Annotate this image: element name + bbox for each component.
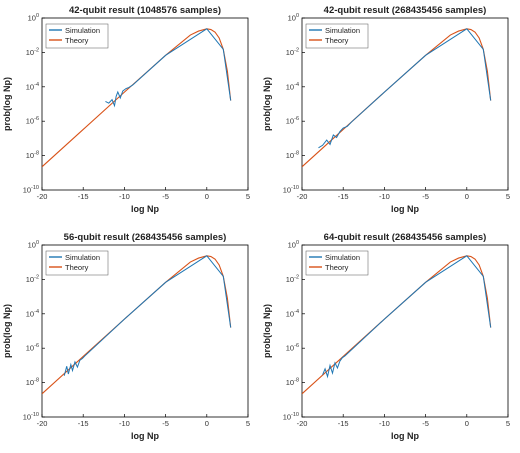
- x-tick-label: -20: [297, 419, 308, 428]
- y-tick-label: 100: [28, 13, 39, 23]
- x-tick-label: -10: [119, 419, 130, 428]
- legend-label: Theory: [325, 36, 349, 45]
- chart-title: 42-qubit result (1048576 samples): [69, 5, 221, 16]
- y-axis-label: prob(log Np): [2, 77, 12, 131]
- y-tick-label: 10-8: [286, 378, 299, 388]
- y-tick-label: 100: [288, 13, 299, 23]
- y-tick-label: 10-4: [286, 82, 299, 92]
- chart-title: 42-qubit result (268435456 samples): [324, 5, 487, 16]
- chart-title: 56-qubit result (268435456 samples): [64, 232, 227, 243]
- y-tick-label: 10-4: [26, 82, 39, 92]
- x-axis-label: log Np: [131, 431, 159, 441]
- y-axis-label: prob(log Np): [262, 77, 272, 131]
- y-tick-label: 10-8: [26, 378, 39, 388]
- legend-label: Simulation: [65, 26, 100, 35]
- y-tick-label: 10-4: [286, 309, 299, 319]
- legend-label: Theory: [65, 263, 89, 272]
- y-tick-label: 10-6: [286, 116, 299, 126]
- x-tick-label: -5: [422, 192, 429, 201]
- x-tick-label: -15: [78, 419, 89, 428]
- y-tick-label: 10-10: [23, 185, 39, 195]
- y-tick-label: 100: [288, 240, 299, 250]
- x-tick-label: -5: [422, 419, 429, 428]
- x-tick-label: -15: [338, 192, 349, 201]
- series-line-simulation: [318, 28, 492, 149]
- x-tick-label: -10: [119, 192, 130, 201]
- y-tick-label: 10-8: [286, 151, 299, 161]
- x-tick-label: -15: [78, 192, 89, 201]
- x-axis-label: log Np: [391, 431, 419, 441]
- x-tick-label: -5: [162, 419, 169, 428]
- y-tick-label: 10-2: [286, 47, 299, 57]
- series-line-simulation: [322, 255, 492, 379]
- x-tick-label: 0: [205, 419, 209, 428]
- chart-svg: 42-qubit result (1048576 samples) -20 -15 -…: [2, 5, 250, 214]
- legend-label: Simulation: [65, 253, 100, 262]
- series-line-simulation: [63, 255, 232, 376]
- x-tick-label: 5: [246, 192, 250, 201]
- y-tick-label: 10-10: [283, 412, 299, 422]
- chart-svg: 56-qubit result (268435456 samples) -20 -1…: [2, 232, 250, 441]
- y-tick-label: 10-8: [26, 151, 39, 161]
- legend-box: [305, 250, 369, 276]
- y-tick-label: 10-2: [286, 274, 299, 284]
- y-tick-label: 10-2: [26, 47, 39, 57]
- x-tick-label: 0: [205, 192, 209, 201]
- chart-panel-1: 42-qubit result (1048576 samples) -20 -15 -…: [0, 0, 260, 226]
- series-line-simulation: [105, 28, 232, 108]
- x-tick-label: -20: [297, 192, 308, 201]
- x-tick-label: 0: [465, 192, 469, 201]
- x-tick-label: -20: [37, 192, 48, 201]
- x-tick-label: 0: [465, 419, 469, 428]
- chart-panel-4: 64-qubit result (268435456 samples) -20 -1…: [260, 227, 520, 453]
- x-tick-label: -20: [37, 419, 48, 428]
- chart-panel-3: 56-qubit result (268435456 samples) -20 -1…: [0, 227, 260, 453]
- legend-label: Theory: [65, 36, 89, 45]
- y-axis-label: prob(log Np): [2, 304, 12, 358]
- chart-title: 64-qubit result (268435456 samples): [324, 232, 487, 243]
- legend-label: Theory: [325, 263, 349, 272]
- x-axis-label: log Np: [391, 204, 419, 214]
- y-axis-label: prob(log Np): [262, 304, 272, 358]
- y-tick-label: 10-10: [23, 412, 39, 422]
- y-tick-label: 10-2: [26, 274, 39, 284]
- y-tick-label: 10-4: [26, 309, 39, 319]
- x-tick-label: 5: [506, 419, 510, 428]
- x-tick-label: -5: [162, 192, 169, 201]
- legend-label: Simulation: [325, 253, 360, 262]
- y-tick-label: 10-6: [26, 343, 39, 353]
- x-tick-label: 5: [506, 192, 510, 201]
- chart-panel-2: 42-qubit result (268435456 samples) -20 -1…: [260, 0, 520, 226]
- x-tick-label: 5: [246, 419, 250, 428]
- chart-svg: 42-qubit result (268435456 samples) -20 -1…: [262, 5, 510, 214]
- y-tick-label: 100: [28, 240, 39, 250]
- x-tick-label: -10: [379, 419, 390, 428]
- legend-box: [45, 23, 109, 49]
- legend-box: [45, 250, 109, 276]
- x-axis-label: log Np: [131, 204, 159, 214]
- legend-box: [305, 23, 369, 49]
- x-tick-label: -10: [379, 192, 390, 201]
- y-tick-label: 10-6: [26, 116, 39, 126]
- chart-svg: 64-qubit result (268435456 samples) -20 -1…: [262, 232, 510, 441]
- x-tick-label: -15: [338, 419, 349, 428]
- legend-label: Simulation: [325, 26, 360, 35]
- y-tick-label: 10-10: [283, 185, 299, 195]
- y-tick-label: 10-6: [286, 343, 299, 353]
